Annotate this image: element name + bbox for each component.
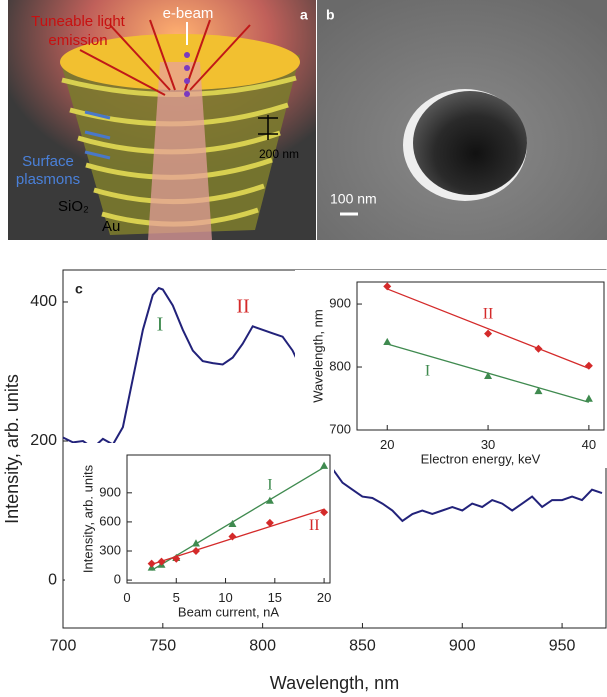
series-label: II <box>483 305 494 322</box>
x-tick-label: 15 <box>268 590 282 605</box>
y-tick-label: 700 <box>329 421 351 436</box>
inset: 0 5 10 15 20 0 300 600 900 Beam current, nA Intens… <box>65 443 334 621</box>
x-tick-label: 40 <box>582 437 596 452</box>
scale-label: 100 nm <box>330 191 377 207</box>
y-axis-label: Intensity, arb. units <box>2 374 22 524</box>
x-tick-label: 700 <box>50 638 77 655</box>
series-label: I <box>425 362 430 379</box>
x-tick-label: 0 <box>123 590 130 605</box>
y-tick-label: 0 <box>48 571 57 588</box>
panel-b: b 100 nm <box>317 0 607 240</box>
y-axis-label: Wavelength, nm <box>310 309 325 402</box>
x-axis-label: Beam current, nA <box>178 604 279 619</box>
y-tick-label: 600 <box>99 513 121 528</box>
beam-label: e-beam <box>163 5 214 22</box>
dielectric-label: SiO₂ <box>58 198 89 215</box>
y-tick-label: 300 <box>99 542 121 557</box>
x-tick-label: 900 <box>449 638 476 655</box>
plot-frame <box>127 455 330 583</box>
x-tick-label: 20 <box>317 590 331 605</box>
x-tick-label: 5 <box>173 590 180 605</box>
panel-a: a e-beam Tuneable light emission 200 nm … <box>8 0 316 240</box>
metal-label: Au <box>102 218 120 235</box>
period-label: 200 nm <box>259 147 299 161</box>
annotation: I <box>157 314 164 336</box>
panel-label: c <box>75 281 83 297</box>
panel-label: b <box>326 7 335 23</box>
x-tick-label: 800 <box>249 638 276 655</box>
y-tick-label: 900 <box>99 484 121 499</box>
plasmon-label: plasmons <box>16 171 80 188</box>
inset: 20 30 40 700 800 900 Electron energy, keV Wavel… <box>295 270 607 468</box>
y-tick-label: 800 <box>329 358 351 373</box>
plasmon-label: Surface <box>22 153 74 170</box>
x-tick-label: 10 <box>218 590 232 605</box>
y-tick-label: 400 <box>30 293 57 310</box>
y-tick-label: 900 <box>329 295 351 310</box>
y-tick-label: 0 <box>114 572 121 587</box>
emission-label: Tuneable light <box>31 13 126 30</box>
y-tick-label: 200 <box>30 432 57 449</box>
x-axis-label: Electron energy, keV <box>421 451 541 466</box>
x-tick-label: 950 <box>549 638 576 655</box>
series-label: I <box>267 476 272 493</box>
annotation: II <box>236 296 249 318</box>
x-tick-label: 850 <box>349 638 376 655</box>
x-tick-label: 20 <box>380 437 394 452</box>
x-tick-label: 30 <box>481 437 495 452</box>
emission-label: emission <box>48 32 107 49</box>
figure: a e-beam Tuneable light emission 200 nm … <box>0 0 607 697</box>
x-axis-label: Wavelength, nm <box>270 673 399 693</box>
series-label: II <box>309 517 320 534</box>
hole <box>413 91 527 195</box>
plot-frame <box>357 282 604 430</box>
y-axis-label: Intensity, arb. units <box>80 464 95 573</box>
panel-label: a <box>300 7 308 23</box>
x-tick-label: 750 <box>149 638 176 655</box>
